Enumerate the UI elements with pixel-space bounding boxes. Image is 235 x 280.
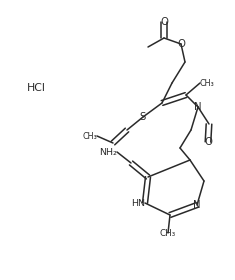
Text: NH₂: NH₂ — [99, 148, 117, 157]
Text: CH₃: CH₃ — [200, 78, 215, 88]
Text: HN: HN — [131, 199, 145, 207]
Text: O: O — [177, 39, 185, 49]
Text: O: O — [160, 17, 168, 27]
Text: CH₃: CH₃ — [82, 132, 97, 141]
Text: HCl: HCl — [27, 83, 45, 93]
Text: N: N — [194, 102, 202, 112]
Text: CH₃: CH₃ — [160, 228, 176, 237]
Text: O: O — [204, 137, 212, 147]
Text: S: S — [140, 112, 146, 122]
Text: N: N — [193, 200, 201, 210]
